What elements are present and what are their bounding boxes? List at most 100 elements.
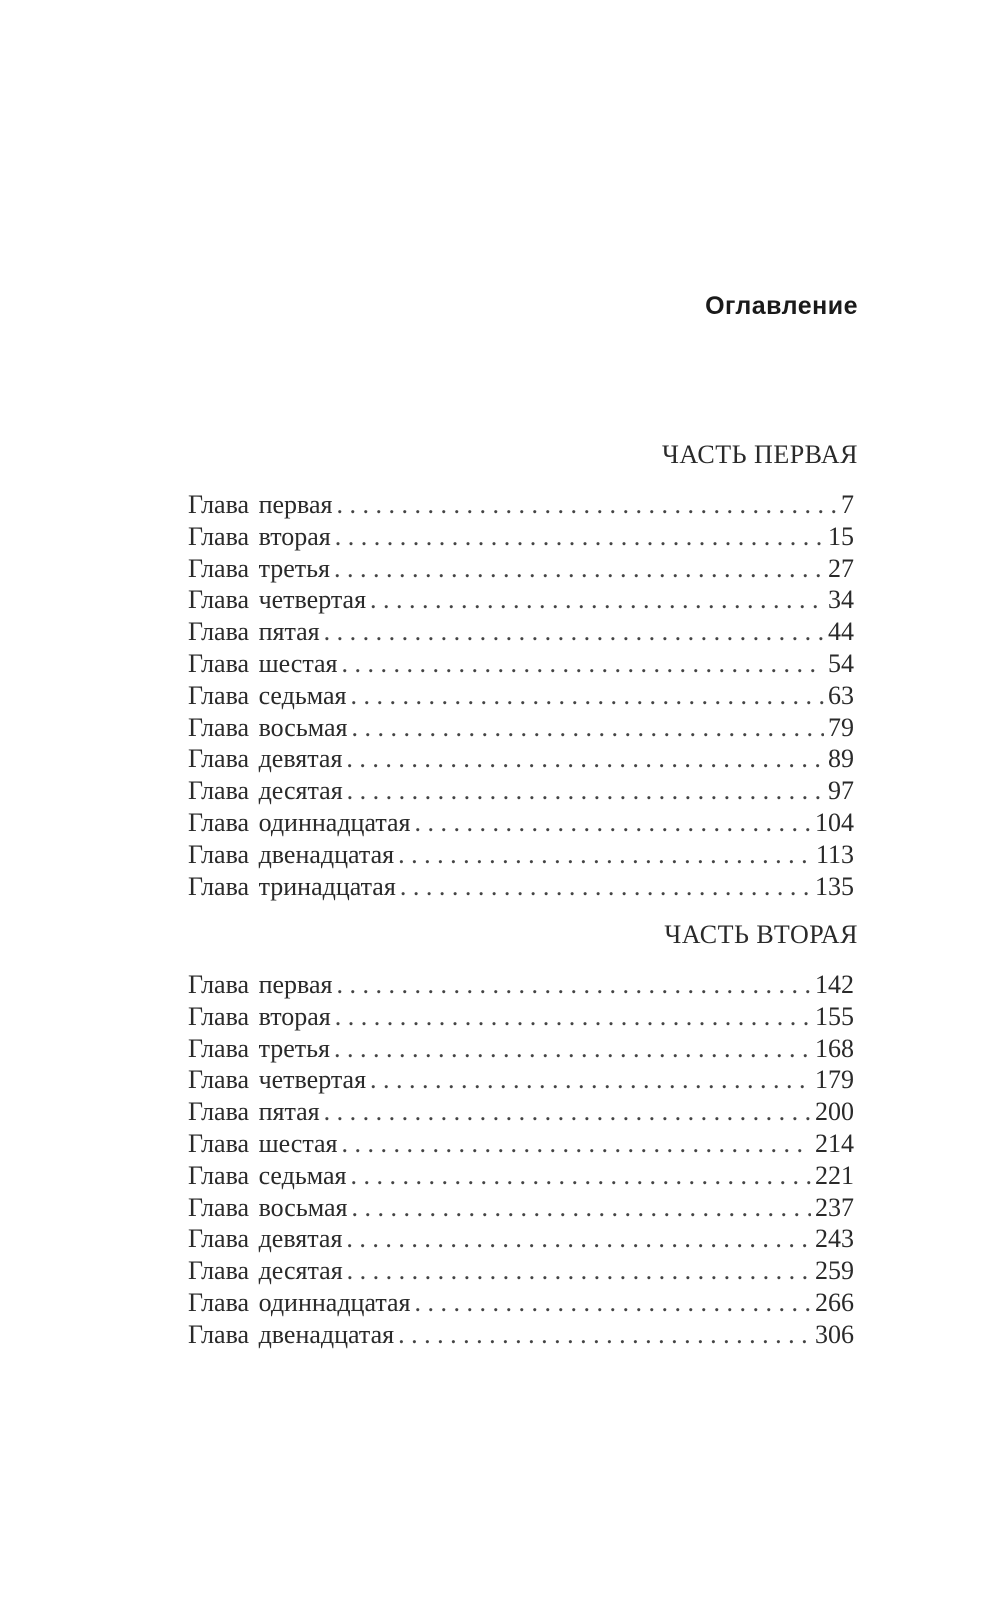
dot-leader: [415, 807, 811, 839]
page-number: 214: [815, 1128, 854, 1158]
chapter-title: Глава девятая: [188, 744, 343, 774]
part-heading: ЧАСТЬ ПЕРВАЯ: [662, 440, 858, 469]
toc-entry[interactable]: Глава десятая 97: [188, 775, 854, 807]
toc-entry[interactable]: Глава одиннадцатая 266: [188, 1287, 854, 1319]
chapter-title: Глава первая: [188, 490, 333, 519]
page-number: 135: [815, 871, 854, 901]
dot-leader: [324, 616, 824, 648]
toc-entry[interactable]: Глава шестая 54: [188, 648, 854, 680]
page-number: 259: [815, 1256, 854, 1286]
page-number: 79: [828, 712, 854, 742]
toc-entry[interactable]: Глава шестая 214: [188, 1128, 854, 1160]
page-number: 306: [815, 1319, 854, 1349]
toc-entry[interactable]: Глава восьмая 237: [188, 1192, 854, 1224]
toc-entry[interactable]: Глава восьмая 79: [188, 712, 854, 744]
chapter-title: Глава третья: [188, 553, 330, 583]
page-number: 104: [815, 807, 854, 837]
chapter-title: Глава двенадцатая: [188, 1319, 395, 1349]
toc-entry[interactable]: Глава тринадцатая 135: [188, 871, 854, 903]
page-number: 63: [828, 680, 854, 710]
toc-entry[interactable]: Глава девятая 243: [188, 1223, 854, 1255]
chapter-title: Глава двенадцатая: [188, 839, 395, 869]
chapter-title: Глава тринадцатая: [188, 871, 396, 901]
page-number: 243: [815, 1224, 854, 1254]
dot-leader: [370, 1064, 811, 1096]
page-number: 89: [828, 744, 854, 774]
dot-leader: [398, 839, 812, 871]
chapter-title: Глава четвертая: [188, 1065, 367, 1095]
chapter-title: Глава одиннадцатая: [188, 1287, 411, 1317]
dot-leader: [342, 648, 825, 680]
toc-entry[interactable]: Глава двенадцатая 306: [188, 1319, 854, 1351]
toc-entry[interactable]: Глава девятая 89: [188, 743, 854, 775]
toc-entry[interactable]: Глава седьмая 221: [188, 1160, 854, 1192]
page-number: 34: [828, 585, 854, 615]
toc-list: Глава первая 7 Глава вторая 15 Глава третья 2…: [188, 489, 854, 902]
toc-entry[interactable]: Глава пятая 44: [188, 616, 854, 648]
dot-leader: [334, 553, 824, 585]
page-number: 179: [815, 1065, 854, 1095]
toc-entry[interactable]: Глава вторая 155: [188, 1001, 854, 1033]
chapter-title: Глава девятая: [188, 1224, 343, 1254]
dot-leader: [370, 584, 824, 616]
toc-entry[interactable]: Глава двенадцатая 113: [188, 839, 854, 871]
chapter-title: Глава вторая: [188, 521, 331, 551]
toc-entry[interactable]: Глава вторая 15: [188, 521, 854, 553]
chapter-title: Глава первая: [188, 970, 333, 999]
page-number: 7: [841, 490, 854, 519]
chapter-title: Глава седьмая: [188, 680, 347, 710]
toc-entry[interactable]: Глава четвертая 179: [188, 1064, 854, 1096]
toc-entry[interactable]: Глава пятая 200: [188, 1096, 854, 1128]
page-number: 44: [828, 617, 854, 647]
page-number: 142: [815, 970, 854, 999]
toc-entry[interactable]: Глава третья 168: [188, 1033, 854, 1065]
dot-leader: [347, 1255, 811, 1287]
chapter-title: Глава восьмая: [188, 1192, 348, 1222]
dot-leader: [324, 1096, 811, 1128]
toc-entry[interactable]: Глава седьмая 63: [188, 680, 854, 712]
dot-leader: [347, 775, 824, 807]
toc-entry[interactable]: Глава одиннадцатая 104: [188, 807, 854, 839]
page-number: 97: [828, 776, 854, 806]
page-number: 113: [815, 839, 854, 869]
dot-leader: [336, 969, 811, 1001]
dot-leader: [351, 712, 824, 744]
page-number: 27: [828, 553, 854, 583]
chapter-title: Глава седьмая: [188, 1160, 347, 1190]
page-number: 155: [815, 1001, 854, 1031]
chapter-title: Глава десятая: [188, 776, 343, 806]
chapter-title: Глава третья: [188, 1033, 330, 1063]
chapter-title: Глава восьмая: [188, 712, 348, 742]
chapter-title: Глава вторая: [188, 1001, 331, 1031]
dot-leader: [398, 1319, 811, 1351]
dot-leader: [350, 1160, 811, 1192]
page-number: 54: [828, 648, 854, 678]
page-number: 200: [815, 1097, 854, 1127]
dot-leader: [334, 1033, 811, 1065]
page-title: Оглавление: [705, 292, 858, 320]
dot-leader: [335, 1001, 811, 1033]
dot-leader: [336, 489, 837, 521]
dot-leader: [351, 1192, 811, 1224]
dot-leader: [350, 680, 824, 712]
toc-entry[interactable]: Глава десятая 259: [188, 1255, 854, 1287]
page-number: 237: [815, 1192, 854, 1222]
toc-entry[interactable]: Глава четвертая 34: [188, 584, 854, 616]
page-number: 168: [815, 1033, 854, 1063]
toc-list: Глава первая142Глава вторая155Глава трет…: [188, 969, 854, 1351]
dot-leader: [335, 521, 824, 553]
chapter-title: Глава одиннадцатая: [188, 807, 411, 837]
page-number: 221: [815, 1160, 854, 1190]
dot-leader: [400, 871, 811, 903]
chapter-title: Глава пятая: [188, 1097, 320, 1127]
toc-entry[interactable]: Глава третья 27: [188, 553, 854, 585]
page-number: 15: [828, 521, 854, 551]
dot-leader: [346, 743, 824, 775]
dot-leader: [346, 1223, 811, 1255]
chapter-title: Глава десятая: [188, 1256, 343, 1286]
chapter-title: Глава шестая: [188, 1128, 338, 1158]
dot-leader: [415, 1287, 811, 1319]
toc-entry[interactable]: Глава первая 7: [188, 489, 854, 521]
toc-entry[interactable]: Глава первая 142: [188, 969, 854, 1001]
chapter-title: Глава четвертая: [188, 585, 367, 615]
